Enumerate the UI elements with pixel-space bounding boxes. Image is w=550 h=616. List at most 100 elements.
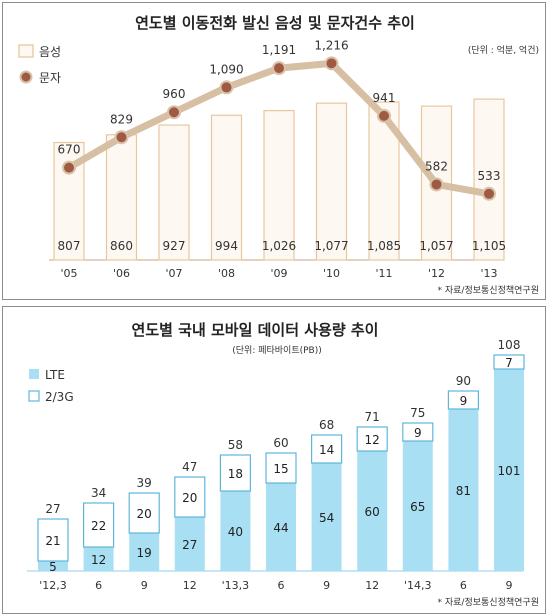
lte-value-label: 54	[319, 511, 334, 525]
legend-voice-label: 음성	[39, 45, 61, 59]
sms-point	[482, 186, 496, 201]
3g-value-label: 22	[91, 519, 106, 533]
legend-sms-label: 문자	[39, 71, 61, 85]
total-value-label: 60	[273, 436, 288, 450]
chart1-unit: (단위 : 억분, 억건)	[468, 44, 539, 56]
3g-bar-segment	[311, 434, 343, 464]
chart1-sms-line: 670 829 960 1,090 1,191 1,216 941 582 533	[58, 38, 501, 201]
chart2-bars: 5 21 27 12 22 34 19 20 39 27 20 47 40 18 58 44 15 60 54 14 6…	[37, 338, 525, 574]
x-tick-label: '12,3	[39, 579, 67, 592]
sms-point	[114, 130, 129, 145]
lte-bar-segment	[494, 369, 524, 571]
sms-point	[219, 80, 234, 95]
voice-bar-label: 807	[58, 239, 81, 253]
3g-value-label: 20	[137, 507, 152, 521]
x-tick-label: 9	[506, 579, 513, 592]
voice-bar-label: 994	[215, 239, 238, 253]
3g-bar-segment	[447, 390, 479, 410]
x-tick-label: 9	[323, 579, 330, 592]
lte-bar-segment	[38, 561, 68, 571]
3g-value-label: 12	[365, 433, 380, 447]
3g-bar-segment	[493, 354, 525, 370]
voice-bar-label: 860	[110, 239, 133, 253]
sms-point-label: 941	[373, 91, 396, 105]
voice-bar-label: 1,057	[419, 239, 453, 253]
lte-bar-segment	[448, 409, 479, 571]
total-value-label: 58	[228, 438, 243, 452]
lte-value-label: 101	[498, 464, 521, 478]
chart1-title: 연도별 이동전화 발신 음성 및 문자건수 추이	[135, 14, 415, 32]
x-tick-label: '09	[270, 267, 287, 280]
sms-point	[377, 108, 391, 123]
sms-point	[324, 56, 339, 71]
voice-bar	[210, 114, 243, 261]
sms-point	[167, 105, 181, 120]
chart2-unit: (단위: 페타바이트(PB))	[232, 345, 322, 356]
sms-point	[429, 177, 444, 192]
x-tick-label: '08	[218, 267, 235, 280]
x-tick-label: '10	[323, 267, 340, 280]
lte-bar-segment	[357, 451, 388, 571]
mobile-data-chart: 연도별 국내 모바일 데이터 사용량 추이 (단위: 페타바이트(PB)) LT…	[27, 321, 539, 608]
x-tick-label: '07	[165, 267, 182, 280]
total-value-label: 90	[456, 374, 471, 388]
voice-bar-label: 927	[163, 239, 186, 253]
3g-bar-segment	[265, 452, 297, 484]
sms-point-label: 582	[425, 159, 448, 173]
total-value-label: 108	[498, 338, 521, 352]
mobile-data-chart-panel: 연도별 국내 모바일 데이터 사용량 추이 (단위: 페타바이트(PB)) LT…	[2, 306, 546, 614]
lte-value-label: 65	[410, 500, 425, 514]
total-value-label: 34	[91, 486, 106, 500]
x-tick-label: 6	[95, 579, 102, 592]
3g-bar-segment	[219, 454, 251, 492]
3g-bar-segment	[402, 422, 434, 442]
lte-value-label: 60	[365, 505, 380, 519]
sms-point-label: 1,216	[314, 38, 348, 52]
lte-value-label: 12	[91, 553, 106, 567]
voice-bar	[315, 102, 348, 261]
sms-point	[272, 61, 286, 76]
lte-value-label: 44	[273, 521, 288, 535]
sms-point-label: 829	[110, 112, 133, 126]
x-tick-label: 6	[278, 579, 285, 592]
lte-bar-segment	[266, 483, 296, 571]
sms-point-label: 1,090	[209, 62, 243, 76]
voice-sms-chart: 연도별 이동전화 발신 음성 및 문자건수 추이 (단위 : 억분, 억건) 음…	[18, 14, 539, 296]
x-tick-label: '14,3	[404, 579, 432, 592]
lte-bar-segment	[220, 491, 251, 571]
3g-value-label: 18	[228, 467, 243, 481]
total-value-label: 47	[182, 460, 197, 474]
voice-bar-label: 1,085	[367, 239, 401, 253]
3g-value-label: 14	[319, 443, 334, 457]
legend-sms-marker	[19, 70, 33, 84]
3g-value-label: 20	[182, 491, 197, 505]
x-tick-label: 12	[365, 579, 379, 592]
3g-bar-segment	[37, 518, 69, 562]
chart1-legend: 음성 문자	[18, 44, 61, 85]
chart1-x-ticks: '05 '06 '07 '08 '09 '10 '11 '12 '13	[60, 267, 497, 280]
3g-value-label: 15	[273, 462, 288, 476]
3g-value-label: 9	[460, 394, 468, 408]
lte-value-label: 27	[182, 538, 197, 552]
chart1-bars: 807 860 927 994 1,026 1,077 1,085 1,057 1,105	[53, 98, 506, 261]
3g-bar-segment	[82, 502, 115, 548]
voice-bar-label: 1,105	[472, 239, 506, 253]
legend-3g-label: 2/3G	[45, 390, 74, 404]
lte-value-label: 40	[228, 525, 243, 539]
lte-bar-segment	[311, 463, 342, 571]
x-tick-label: '06	[113, 267, 130, 280]
x-tick-label: 6	[460, 579, 467, 592]
3g-bar-segment	[174, 476, 206, 518]
x-tick-label: 9	[141, 579, 148, 592]
sms-point-label: 1,191	[262, 43, 296, 57]
voice-bar	[473, 98, 505, 261]
lte-value-label: 5	[49, 560, 57, 574]
voice-bar-label: 1,077	[314, 239, 348, 253]
x-tick-label: '13,3	[222, 579, 250, 592]
chart2-title: 연도별 국내 모바일 데이터 사용량 추이	[132, 321, 379, 339]
sms-point-label: 533	[478, 169, 501, 183]
voice-bar	[105, 134, 138, 261]
x-tick-label: '13	[480, 267, 497, 280]
3g-bar-segment	[128, 492, 160, 534]
total-value-label: 68	[319, 418, 334, 432]
